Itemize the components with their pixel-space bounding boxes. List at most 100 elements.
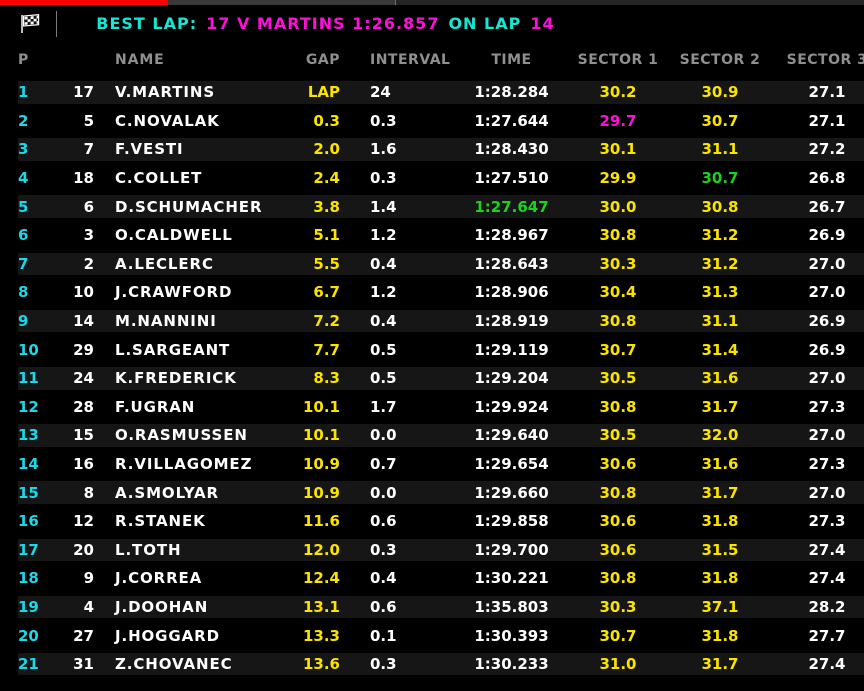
cell-gap: 8.3 bbox=[313, 369, 340, 388]
cell-name: K.FREDERICK bbox=[115, 369, 237, 388]
cell-interval: 0.4 bbox=[370, 254, 397, 273]
cell-s1: 30.6 bbox=[599, 455, 637, 474]
cell-s1: 31.0 bbox=[599, 655, 637, 674]
cell-time: 1:30.233 bbox=[474, 655, 549, 674]
cell-s2: 30.7 bbox=[701, 169, 739, 188]
checkered-flag-icon bbox=[21, 13, 40, 33]
cell-time: 1:29.119 bbox=[474, 340, 549, 359]
cell-car: 6 bbox=[83, 197, 94, 216]
timing-row: 21 31 Z.CHOVANEC 13.6 0.3 1:30.233 31.0 31.7 27.… bbox=[0, 649, 864, 679]
timing-row: 1 17 V.MARTINS LAP 24 1:28.284 30.2 30.9 27.1 bbox=[0, 78, 864, 107]
cell-pos: 21 bbox=[18, 655, 39, 674]
cell-pos: 14 bbox=[18, 455, 39, 474]
cell-s3: 27.0 bbox=[808, 283, 846, 302]
timing-row: 10 29 L.SARGEANT 7.7 0.5 1:29.119 30.7 31.4 26.9 bbox=[0, 335, 864, 364]
cell-name: Z.CHOVANEC bbox=[115, 655, 233, 674]
cell-interval: 1.4 bbox=[370, 197, 397, 216]
cell-time: 1:27.647 bbox=[474, 197, 549, 216]
cell-car: 4 bbox=[83, 597, 94, 616]
cell-s2: 31.3 bbox=[701, 283, 739, 302]
timing-row: 5 6 D.SCHUMACHER 3.8 1.4 1:27.647 30.0 30.8 26.7 bbox=[0, 192, 864, 221]
timing-row: 20 27 J.HOGGARD 13.3 0.1 1:30.393 30.7 31.8 27.7 bbox=[0, 621, 864, 650]
on-lap-label: ON LAP bbox=[448, 14, 522, 33]
cell-gap: LAP bbox=[307, 83, 340, 102]
cell-name: J.CRAWFORD bbox=[115, 283, 233, 302]
cell-s3: 26.7 bbox=[808, 197, 846, 216]
cell-car: 8 bbox=[83, 483, 94, 502]
cell-pos: 6 bbox=[18, 226, 29, 245]
cell-pos: 12 bbox=[18, 397, 39, 416]
cell-interval: 0.5 bbox=[370, 340, 397, 359]
cell-gap: 12.4 bbox=[302, 569, 340, 588]
cell-time: 1:27.644 bbox=[474, 111, 549, 130]
cell-interval: 0.3 bbox=[370, 169, 397, 188]
cell-car: 12 bbox=[73, 512, 94, 531]
timing-row: 14 16 R.VILLAGOMEZ 10.9 0.7 1:29.654 30.6 31.6 2… bbox=[0, 450, 864, 479]
timing-row: 13 15 O.RASMUSSEN 10.1 0.0 1:29.640 30.5 32.0 27… bbox=[0, 421, 864, 450]
cell-car: 29 bbox=[73, 340, 94, 359]
cell-s1: 30.8 bbox=[599, 483, 637, 502]
cell-interval: 0.6 bbox=[370, 597, 397, 616]
cell-gap: 2.0 bbox=[313, 140, 340, 159]
cell-name: V.MARTINS bbox=[115, 83, 216, 102]
cell-s1: 30.7 bbox=[599, 340, 637, 359]
timing-row: 9 14 M.NANNINI 7.2 0.4 1:28.919 30.8 31.1 26.9 bbox=[0, 306, 864, 336]
cell-interval: 0.3 bbox=[370, 540, 397, 559]
page-indicator[interactable] bbox=[168, 0, 396, 5]
cell-s1: 29.7 bbox=[599, 111, 637, 130]
cell-s3: 27.3 bbox=[808, 512, 846, 531]
column-header-s1: SECTOR 1 bbox=[577, 52, 659, 68]
column-header-interval: INTERVAL bbox=[370, 52, 451, 68]
cell-s1: 30.5 bbox=[599, 369, 637, 388]
cell-name: L.SARGEANT bbox=[115, 340, 231, 359]
timing-row: 12 28 F.UGRAN 10.1 1.7 1:29.924 30.8 31.7 27.3 bbox=[0, 393, 864, 422]
cell-s2: 30.7 bbox=[701, 111, 739, 130]
cell-s2: 31.7 bbox=[701, 483, 739, 502]
timing-row: 6 3 O.CALDWELL 5.1 1.2 1:28.967 30.8 31.2 26.9 bbox=[0, 221, 864, 250]
cell-pos: 19 bbox=[18, 597, 39, 616]
timing-row: 3 7 F.VESTI 2.0 1.6 1:28.430 30.1 31.1 27.2 bbox=[0, 135, 864, 164]
best-lap-banner: BEST LAP: 17 V MARTINS 1:26.857 ON LAP 14 bbox=[0, 5, 864, 42]
cell-s3: 27.1 bbox=[808, 111, 846, 130]
cell-gap: 11.6 bbox=[302, 512, 340, 531]
timing-row: 8 10 J.CRAWFORD 6.7 1.2 1:28.906 30.4 31.3 27.0 bbox=[0, 278, 864, 307]
cell-car: 9 bbox=[83, 569, 94, 588]
cell-gap: 12.0 bbox=[302, 540, 340, 559]
cell-pos: 18 bbox=[18, 569, 39, 588]
cell-s1: 30.7 bbox=[599, 626, 637, 645]
cell-pos: 13 bbox=[18, 426, 39, 445]
cell-s2: 31.2 bbox=[701, 254, 739, 273]
cell-s2: 31.6 bbox=[701, 455, 739, 474]
cell-interval: 0.4 bbox=[370, 312, 397, 331]
cell-car: 2 bbox=[83, 254, 94, 273]
cell-name: J.CORREA bbox=[115, 569, 203, 588]
cell-s2: 31.6 bbox=[701, 369, 739, 388]
cell-time: 1:29.858 bbox=[474, 512, 549, 531]
cell-s3: 27.1 bbox=[808, 83, 846, 102]
cell-pos: 9 bbox=[18, 312, 29, 331]
cell-name: A.SMOLYAR bbox=[115, 483, 219, 502]
cell-s2: 31.7 bbox=[701, 397, 739, 416]
cell-car: 20 bbox=[73, 540, 94, 559]
cell-pos: 1 bbox=[18, 83, 29, 102]
cell-s2: 32.0 bbox=[701, 426, 739, 445]
best-lap-number: 14 bbox=[530, 14, 555, 33]
cell-interval: 0.3 bbox=[370, 111, 397, 130]
cell-s3: 27.0 bbox=[808, 483, 846, 502]
page-indicator-active[interactable] bbox=[0, 0, 168, 5]
cell-gap: 6.7 bbox=[313, 283, 340, 302]
cell-interval: 24 bbox=[370, 83, 391, 102]
cell-s1: 30.4 bbox=[599, 283, 637, 302]
cell-interval: 0.0 bbox=[370, 483, 397, 502]
cell-s2: 31.8 bbox=[701, 626, 739, 645]
timing-table: 1 17 V.MARTINS LAP 24 1:28.284 30.2 30.9 27.1 2 5 C… bbox=[0, 78, 864, 679]
cell-pos: 20 bbox=[18, 626, 39, 645]
cell-pos: 15 bbox=[18, 483, 39, 502]
banner-divider bbox=[56, 10, 57, 37]
cell-gap: 5.1 bbox=[313, 226, 340, 245]
cell-name: O.RASMUSSEN bbox=[115, 426, 248, 445]
cell-s3: 27.3 bbox=[808, 397, 846, 416]
cell-car: 17 bbox=[73, 83, 94, 102]
page-indicator[interactable] bbox=[396, 0, 864, 5]
cell-name: A.LECLERC bbox=[115, 254, 214, 273]
